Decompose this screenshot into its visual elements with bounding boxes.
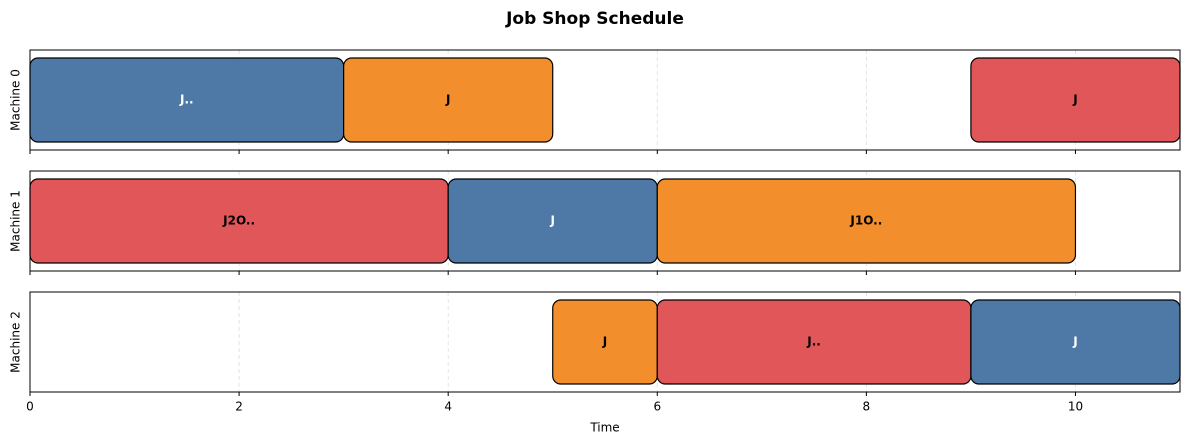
row-label: Machine 2 [9,311,23,373]
x-tick-label: 0 [26,400,34,414]
task-label: J [549,214,554,228]
x-tick-label: 6 [653,400,661,414]
row-label: Machine 1 [9,190,23,252]
task-label: J.. [179,93,194,107]
chart-title: Job Shop Schedule [505,9,684,29]
task-bar [343,57,554,143]
x-tick-label: 4 [444,400,452,414]
task-label: J.. [806,335,821,349]
panel-frame [29,170,1181,272]
row-label: Machine 0 [9,69,23,131]
x-tick-label: 8 [863,400,871,414]
task-bar [656,178,1077,264]
task-label: J [602,335,607,349]
task-label: J1O.. [849,214,882,228]
x-tick-label: 2 [235,400,243,414]
panel-frame [29,291,1181,393]
x-tick-label: 10 [1068,400,1083,414]
task-label: J [445,93,450,107]
task-label: J2O.. [222,214,255,228]
x-axis-label: Time [589,421,619,435]
task-label: J [1072,93,1077,107]
panel-frame [29,49,1181,151]
task-label: J [1072,335,1077,349]
